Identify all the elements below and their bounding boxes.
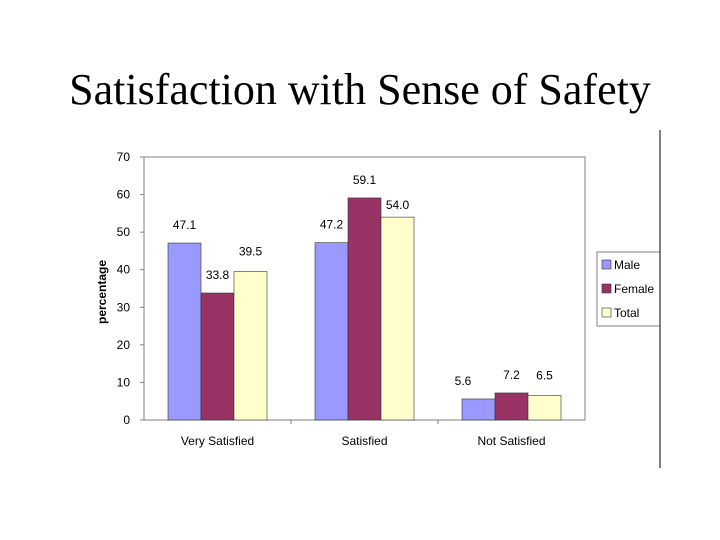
y-tick-label: 0 [123,413,130,427]
data-label: 7.2 [503,368,520,382]
slide-title: Satisfaction with Sense of Safety [69,65,651,114]
bar-male-very-satisfied [167,242,202,421]
bar-female-satisfied [347,197,382,421]
data-label: 6.5 [536,369,553,383]
bar-total-satisfied [380,216,415,421]
data-label: 54.0 [386,198,410,212]
data-label: 47.1 [173,218,197,232]
bar-total-not-satisfied [527,395,562,421]
data-label: 33.8 [206,268,230,282]
legend-swatch-male [601,259,612,270]
data-label: 59.1 [353,173,377,187]
data-label: 5.6 [455,374,472,388]
y-tick-label: 60 [117,188,131,202]
legend-label-female: Female [614,282,654,296]
x-tick-label: Not Satisfied [477,434,545,448]
y-tick-labels: 0 10 20 30 40 50 60 70 [117,150,144,427]
y-axis-label: percentage [95,260,109,324]
bar-female-not-satisfied [494,392,529,421]
legend-label-male: Male [614,258,640,272]
bar-total-very-satisfied [233,271,268,421]
y-tick-label: 30 [117,300,131,314]
x-tick-labels: Very Satisfied Satisfied Not Satisfied [181,420,546,448]
legend-label-total: Total [614,306,639,320]
y-tick-label: 50 [117,225,131,239]
x-tick-label: Very Satisfied [181,434,254,448]
y-tick-label: 40 [117,263,131,277]
data-label: 47.2 [320,218,344,232]
x-tick-label: Satisfied [341,434,387,448]
bar-female-very-satisfied [200,292,235,421]
data-label: 39.5 [239,245,263,259]
chart-legend: Male Female Total [596,251,661,327]
bar-male-not-satisfied [461,398,496,421]
y-tick-label: 70 [117,150,131,164]
data-labels: 47.1 33.8 39.5 47.2 59.1 54.0 5.6 7.2 6.5 [173,173,553,388]
y-tick-label: 20 [117,338,131,352]
bars-group [167,197,562,421]
legend-swatch-female [601,283,612,294]
bar-male-satisfied [314,242,349,421]
legend-swatch-total [601,307,612,318]
y-tick-label: 10 [117,375,131,389]
